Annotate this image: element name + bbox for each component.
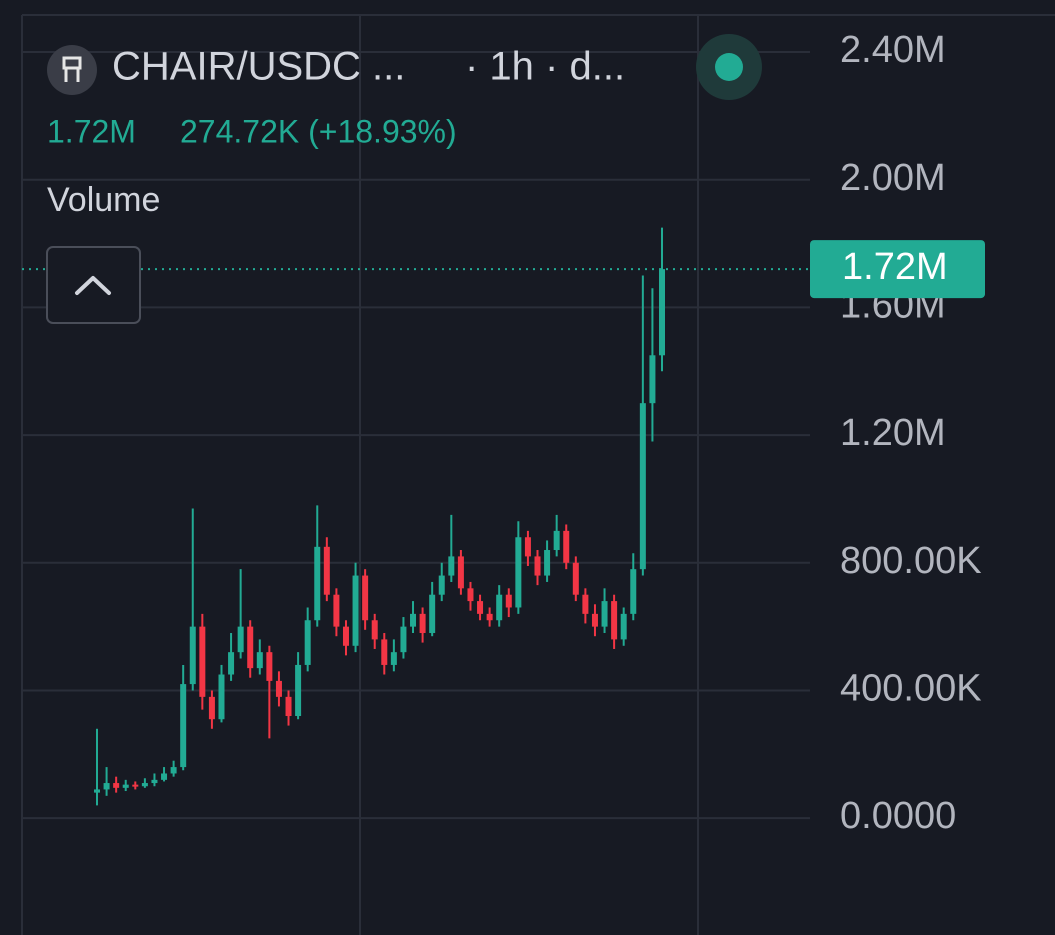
candle-body [544, 550, 551, 576]
candle-body [381, 639, 388, 665]
candle-body [630, 569, 637, 614]
candle-body [151, 779, 158, 784]
candle-body [659, 269, 665, 356]
candle-body [505, 594, 512, 608]
collapse-button[interactable] [46, 246, 141, 324]
candle-body [161, 773, 168, 780]
candle-body [438, 575, 445, 595]
candle-body [371, 620, 378, 640]
candle-body [515, 537, 522, 608]
candle-body [591, 613, 598, 627]
candle-body [352, 575, 359, 646]
candle-body [419, 613, 426, 634]
candle-body [467, 588, 474, 602]
candle-body [457, 556, 464, 589]
candle-body [323, 546, 330, 595]
candle-body [429, 594, 436, 634]
candle-body [524, 537, 531, 557]
candle-body [563, 530, 570, 563]
y-tick-label: 2.40M [840, 29, 946, 71]
candle-body [601, 601, 608, 627]
candle-body [295, 664, 302, 717]
candle-body [113, 783, 120, 788]
chevron-up-icon [75, 276, 111, 295]
candle-body [304, 620, 311, 665]
candle-body [611, 601, 618, 640]
candle-body [553, 530, 560, 551]
candle-body [486, 613, 493, 621]
candle-body [582, 594, 589, 614]
interval-label: · 1h · d... [465, 45, 625, 89]
candle-body [237, 626, 244, 653]
y-tick-label: 1.20M [840, 412, 946, 454]
candle-body [275, 680, 282, 697]
status-dot [715, 53, 743, 81]
current-price-tag [810, 240, 985, 299]
y-tick-label: 800.00K [840, 540, 982, 582]
candle-body [410, 613, 417, 627]
candle-body [390, 652, 397, 665]
candle-body [314, 546, 321, 621]
current-price-label: 1.72M [842, 246, 948, 288]
plot-area: 0.0000400.00K800.00K1.20M1.60M2.00M2.40M… [22, 29, 985, 837]
candle-body [572, 562, 579, 595]
candle-body [218, 674, 225, 720]
candle-body [477, 601, 484, 614]
token-icon-glyph [62, 56, 82, 82]
candle-body [333, 594, 340, 627]
candle-body [208, 696, 215, 720]
candle-body [122, 784, 129, 788]
candle-body [247, 626, 254, 669]
candle-body [256, 652, 263, 669]
y-tick-label: 400.00K [840, 668, 982, 710]
candle-body [180, 684, 187, 768]
candle-body [448, 556, 455, 576]
candle-body [639, 403, 646, 570]
candle-body [649, 355, 656, 404]
candle-body [228, 652, 235, 675]
change-label: 274.72K (+18.93%) [180, 113, 457, 149]
candle-body [285, 696, 292, 717]
candle-body [141, 783, 148, 787]
candle-body [342, 626, 349, 646]
panel-label: Volume [47, 181, 160, 219]
candle-body [103, 783, 110, 790]
y-tick-label: 2.00M [840, 157, 946, 199]
candle-body [170, 767, 177, 774]
token-icon [47, 45, 97, 95]
candle-body [266, 652, 273, 681]
candle-body [400, 626, 407, 653]
last-value: 1.72M [47, 113, 136, 149]
candle-body [362, 575, 369, 621]
legend-header: CHAIR/USDC ... · 1h · d... 1.72M 274.72K… [46, 34, 762, 324]
y-tick-label: 0.0000 [840, 795, 956, 837]
candle-body [94, 789, 100, 793]
candle-body [132, 784, 139, 787]
candle-body [496, 594, 503, 621]
candle-body [534, 556, 541, 576]
candle-body [189, 626, 196, 685]
symbol-title: CHAIR/USDC ... [112, 45, 405, 89]
candle-body [620, 613, 627, 640]
candle-body [199, 626, 206, 697]
